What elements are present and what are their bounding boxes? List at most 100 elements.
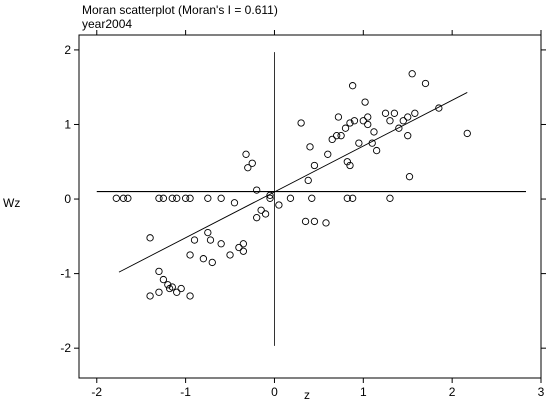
y-tick-label: 2 xyxy=(64,43,71,57)
reference-lines xyxy=(96,52,526,346)
data-point xyxy=(146,292,154,300)
data-point xyxy=(235,243,243,252)
data-point xyxy=(168,194,176,202)
data-point xyxy=(343,158,351,166)
x-axis-label: z xyxy=(304,388,310,402)
data-point xyxy=(186,194,194,202)
data-point xyxy=(343,194,351,202)
data-point xyxy=(370,128,378,136)
data-point xyxy=(186,292,194,300)
data-point xyxy=(355,139,363,147)
x-tick-label: 2 xyxy=(449,385,456,399)
data-point xyxy=(322,219,330,227)
data-point xyxy=(159,275,168,284)
axis-ticks: -2 -1 0 1 2 3 -2 -1 0 1 2 xyxy=(60,30,546,399)
data-point xyxy=(261,210,270,218)
data-point xyxy=(217,240,225,248)
regression-fit-line xyxy=(118,92,468,273)
data-point xyxy=(404,113,412,121)
data-point xyxy=(146,234,154,242)
data-point xyxy=(119,194,128,202)
data-point xyxy=(348,82,357,90)
data-point xyxy=(359,117,367,125)
data-point xyxy=(324,150,332,158)
data-point xyxy=(308,194,316,202)
data-point xyxy=(206,236,215,244)
data-point xyxy=(405,173,414,181)
x-tick-label: 1 xyxy=(360,385,367,399)
data-point xyxy=(381,109,390,117)
data-point xyxy=(159,194,168,202)
x-tick-label: 0 xyxy=(271,385,278,399)
data-point xyxy=(208,258,216,267)
data-point xyxy=(173,288,181,296)
data-point xyxy=(239,240,248,248)
data-point xyxy=(297,119,305,127)
data-point xyxy=(386,117,394,125)
data-point xyxy=(348,194,357,202)
y-tick-label: 0 xyxy=(64,192,71,206)
data-point xyxy=(346,161,354,170)
data-point xyxy=(306,143,314,151)
data-point xyxy=(181,194,190,202)
y-axis-label: Wz xyxy=(3,196,21,210)
x-tick-label: -2 xyxy=(91,385,102,399)
data-point xyxy=(304,176,312,185)
data-point xyxy=(386,194,394,202)
data-point xyxy=(399,117,407,125)
data-point xyxy=(155,288,163,296)
data-point xyxy=(226,251,234,259)
data-point xyxy=(155,267,163,276)
data-point xyxy=(242,150,250,158)
data-point xyxy=(346,119,354,127)
data-point xyxy=(435,104,443,112)
data-point xyxy=(190,236,199,244)
y-tick-label: -1 xyxy=(60,267,71,281)
data-point xyxy=(239,247,248,255)
data-point xyxy=(390,109,399,117)
data-point xyxy=(204,194,212,202)
data-point xyxy=(328,135,336,144)
data-point xyxy=(168,283,176,291)
data-point xyxy=(248,159,256,167)
data-point xyxy=(155,194,163,202)
data-point xyxy=(173,194,181,202)
data-point xyxy=(124,194,132,202)
data-point xyxy=(404,132,412,140)
y-tick-label: -2 xyxy=(60,341,71,355)
data-point xyxy=(310,161,319,170)
data-point xyxy=(368,139,376,147)
data-point xyxy=(395,124,403,132)
data-point xyxy=(408,70,416,78)
data-point xyxy=(253,214,261,222)
data-point xyxy=(372,146,381,155)
data-point xyxy=(199,255,208,263)
data-point xyxy=(112,194,120,202)
data-point xyxy=(301,217,310,226)
data-point xyxy=(463,129,471,138)
data-point xyxy=(333,132,341,140)
data-point xyxy=(230,199,239,207)
data-point xyxy=(364,120,372,129)
data-point xyxy=(266,191,274,199)
data-point xyxy=(334,113,343,121)
plot-frame xyxy=(78,34,542,379)
data-points xyxy=(112,70,471,300)
data-point xyxy=(253,186,261,194)
chart-subtitle: year2004 xyxy=(82,17,133,31)
data-point xyxy=(337,132,345,140)
x-tick-label: 3 xyxy=(538,385,545,399)
data-point xyxy=(364,113,372,121)
data-point xyxy=(177,284,185,293)
chart-title: Moran scatterplot (Moran's I = 0.611) xyxy=(82,3,278,17)
data-point xyxy=(275,201,283,209)
x-tick-label: -1 xyxy=(180,385,191,399)
data-point xyxy=(257,206,265,214)
data-point xyxy=(244,164,252,172)
data-point xyxy=(217,194,225,202)
data-point xyxy=(361,98,369,106)
data-point xyxy=(186,251,194,259)
data-point xyxy=(310,217,319,226)
data-point xyxy=(341,124,350,132)
